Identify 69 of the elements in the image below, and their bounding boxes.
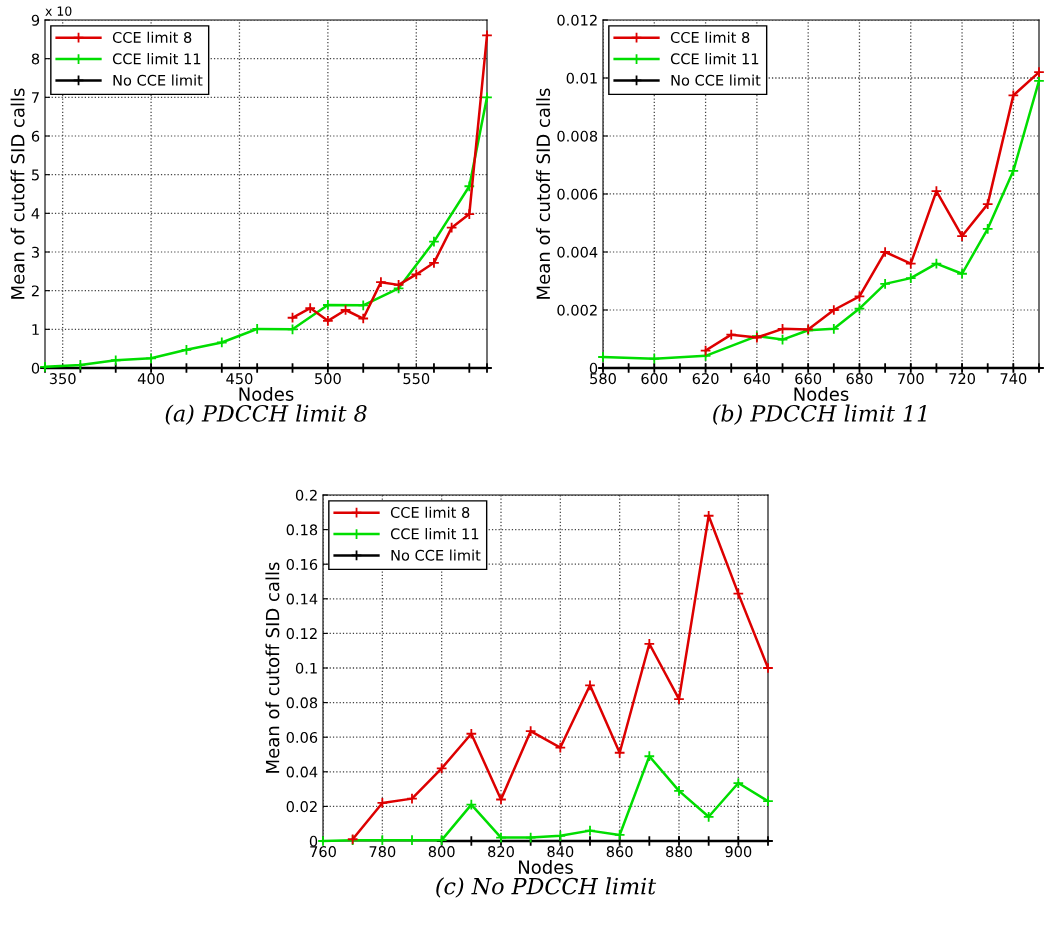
legend-label: CCE limit 8 — [112, 31, 192, 43]
x-tick-label: 450 — [226, 373, 253, 385]
y-tick-label: 5 — [31, 169, 39, 181]
x-tick-label: 550 — [403, 373, 430, 385]
y-tick-label: 0.02 — [286, 801, 317, 813]
y-tick-label: 1 — [32, 324, 39, 335]
x-tick-label: 820 — [488, 846, 514, 858]
y-tick-label: 0.18 — [286, 524, 318, 536]
x-tick-label: 760 — [310, 846, 336, 858]
x-tick-label: 740 — [1000, 373, 1027, 385]
y-tick-label: 0.16 — [286, 558, 318, 570]
y-tick-label: 0 — [309, 835, 318, 847]
y-tick-label: 0.14 — [286, 593, 318, 605]
x-axis-title: Nodes — [239, 386, 294, 401]
x-tick-label: 600 — [641, 373, 668, 385]
x-tick-label: 900 — [725, 846, 752, 858]
y-tick-label: 0.008 — [557, 130, 598, 142]
x-tick-label: 660 — [795, 373, 822, 385]
legend-label: CCE limit 8 — [390, 506, 470, 518]
legend-label: CCE limit 8 — [670, 31, 750, 43]
x-tick-label: 620 — [692, 373, 719, 385]
y-tick-label: 0 — [31, 362, 40, 374]
x-tick-label: 500 — [315, 373, 341, 385]
x-tick-label: 580 — [590, 373, 616, 385]
y-axis-title: Mean of cutoff SID calls — [265, 562, 280, 773]
y-tick-label: 2 — [31, 285, 39, 297]
y-tick-label: 9 — [31, 14, 40, 26]
y-tick-label: 0.004 — [557, 246, 598, 258]
x-tick-label: 800 — [428, 846, 455, 858]
y-tick-label: 0.06 — [286, 731, 318, 743]
x-tick-label: 860 — [606, 846, 633, 858]
x-axis-title: Nodes — [794, 386, 849, 401]
y-tick-label: 3 — [31, 246, 39, 258]
legend-label: No CCE limit — [113, 74, 203, 86]
y-tick-label: 0.01 — [566, 72, 597, 84]
y-tick-label: 4 — [31, 208, 40, 219]
text: x 10 — [45, 6, 72, 16]
x-tick-label: 880 — [666, 846, 692, 858]
x-tick-label: 720 — [949, 373, 976, 385]
text: (a) PDCCH limit 8 — [165, 404, 367, 425]
y-axis-title: Mean of cutoff SID calls — [10, 88, 25, 299]
x-tick-label: 400 — [137, 373, 165, 385]
x-tick-label: 840 — [547, 846, 574, 858]
y-tick-label: 0.006 — [557, 188, 598, 200]
x-tick-label: 680 — [846, 373, 873, 385]
x-axis-title: Nodes — [519, 859, 573, 874]
y-tick-label: 8 — [31, 53, 40, 65]
text: (c) No PDCCH limit — [436, 877, 657, 898]
y-axis-title: Mean of cutoff SID calls — [536, 88, 551, 299]
legend-label: No CCE limit — [671, 74, 761, 86]
y-tick-label: 0 — [589, 362, 598, 374]
y-tick-label: 0.1 — [295, 662, 317, 674]
legend-label: CCE limit 11 — [112, 53, 201, 65]
y-tick-label: 0.04 — [286, 766, 318, 778]
y-tick-label: 7 — [32, 92, 39, 103]
text: (b) PDCCH limit 11 — [713, 404, 926, 425]
y-tick-label: 0.2 — [295, 489, 317, 501]
x-tick-label: 640 — [743, 373, 770, 385]
x-tick-label: 700 — [898, 373, 924, 385]
y-tick-label: 0.08 — [286, 697, 318, 709]
legend-label: CCE limit 11 — [390, 528, 479, 540]
legend-label: No CCE limit — [391, 549, 481, 561]
y-tick-label: 0.012 — [557, 14, 597, 26]
y-tick-label: 6 — [31, 130, 40, 142]
y-tick-label: 0.12 — [286, 628, 317, 640]
x-tick-label: 780 — [369, 846, 396, 858]
legend-label: CCE limit 11 — [670, 53, 759, 65]
y-tick-label: 0.002 — [557, 304, 597, 316]
x-tick-label: 350 — [49, 373, 76, 385]
